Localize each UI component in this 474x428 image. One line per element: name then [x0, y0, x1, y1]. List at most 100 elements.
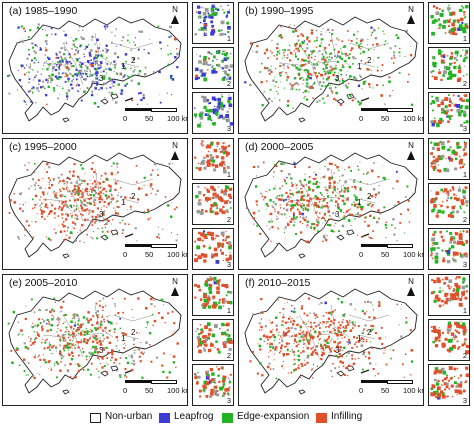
inset-patch — [210, 156, 214, 161]
inset-patch — [227, 25, 231, 30]
expansion-patch — [26, 94, 28, 96]
expansion-patch — [78, 30, 80, 32]
expansion-patch — [300, 362, 303, 365]
inset-patch — [436, 98, 440, 102]
north-label: N — [172, 5, 178, 14]
expansion-patch — [32, 79, 35, 81]
expansion-patch — [111, 83, 113, 85]
expansion-patch — [98, 304, 101, 307]
scale-label-end: 100 km — [167, 250, 187, 259]
expansion-patch — [118, 192, 120, 194]
expansion-patch — [138, 187, 141, 190]
expansion-patch — [78, 26, 80, 28]
expansion-patch — [292, 88, 294, 90]
expansion-patch — [384, 349, 386, 351]
expansion-patch — [99, 341, 102, 345]
inset-patch — [449, 324, 452, 327]
expansion-patch — [362, 50, 365, 54]
expansion-patch — [277, 228, 279, 230]
expansion-patch — [37, 23, 40, 26]
inset-patch — [210, 185, 214, 190]
inset-patch — [434, 255, 439, 260]
expansion-patch — [340, 328, 342, 330]
expansion-patch — [30, 68, 32, 70]
expansion-patch — [65, 204, 68, 207]
expansion-patch — [287, 222, 289, 224]
expansion-patch — [99, 326, 102, 329]
expansion-patch — [331, 347, 333, 349]
expansion-patch — [92, 86, 93, 88]
expansion-patch — [276, 53, 278, 56]
expansion-patch — [285, 345, 287, 348]
inset-patch — [459, 298, 463, 301]
expansion-patch — [59, 190, 62, 193]
expansion-patch — [95, 311, 97, 314]
expansion-patch — [359, 161, 361, 163]
inset-patch — [194, 254, 197, 256]
expansion-patch — [334, 99, 337, 101]
expansion-patch — [337, 50, 340, 54]
expansion-patch — [111, 349, 114, 352]
expansion-patch — [284, 199, 286, 201]
expansion-patch — [302, 83, 304, 85]
inset-canvas — [430, 276, 468, 308]
expansion-patch — [284, 49, 287, 52]
expansion-patch — [311, 222, 314, 226]
expansion-patch — [303, 204, 306, 207]
expansion-patch — [349, 319, 351, 321]
expansion-patch — [33, 338, 36, 341]
expansion-patch — [43, 358, 45, 361]
expansion-patch — [268, 351, 270, 353]
expansion-patch — [94, 335, 98, 338]
expansion-patch — [287, 65, 289, 67]
expansion-patch — [11, 361, 14, 364]
expansion-patch — [384, 43, 386, 46]
expansion-patch — [306, 361, 309, 364]
expansion-patch — [102, 77, 106, 80]
expansion-patch — [353, 185, 357, 189]
inset-patch — [444, 32, 447, 34]
expansion-patch — [353, 337, 355, 339]
expansion-patch — [324, 219, 327, 222]
expansion-patch — [21, 334, 24, 336]
expansion-patch — [267, 205, 269, 207]
inset-patch — [431, 237, 436, 242]
expansion-patch — [145, 341, 148, 344]
inset-patch — [448, 25, 450, 27]
expansion-patch — [73, 188, 76, 191]
expansion-patch — [73, 227, 76, 230]
expansion-patch — [69, 173, 71, 175]
expansion-patch — [367, 38, 369, 40]
expansion-patch — [70, 375, 72, 378]
inset-patch — [448, 62, 452, 66]
inset-patch — [197, 237, 202, 241]
expansion-patch — [293, 310, 296, 314]
expansion-patch — [290, 204, 293, 207]
inset-patch — [223, 169, 227, 174]
inset-patch — [442, 257, 445, 260]
expansion-patch — [275, 316, 278, 319]
expansion-patch — [63, 340, 65, 342]
inset-patch — [224, 331, 226, 333]
expansion-patch — [77, 323, 80, 326]
inset-patch — [199, 21, 202, 24]
expansion-patch — [401, 363, 404, 366]
expansion-patch — [173, 208, 176, 211]
expansion-patch — [58, 201, 60, 203]
expansion-patch — [378, 57, 380, 58]
expansion-patch — [324, 219, 325, 221]
expansion-patch — [81, 196, 84, 199]
expansion-patch — [20, 64, 22, 66]
expansion-patch — [376, 43, 379, 46]
expansion-patch — [294, 77, 297, 80]
expansion-patch — [326, 70, 329, 73]
inset-patch — [199, 337, 202, 340]
expansion-patch — [31, 42, 34, 45]
expansion-patch — [302, 321, 305, 324]
expansion-patch — [18, 332, 21, 335]
expansion-patch — [96, 77, 99, 80]
inset-patch — [433, 299, 437, 303]
expansion-patch — [349, 75, 352, 78]
expansion-patch — [385, 221, 387, 224]
inset-patch — [449, 145, 452, 149]
